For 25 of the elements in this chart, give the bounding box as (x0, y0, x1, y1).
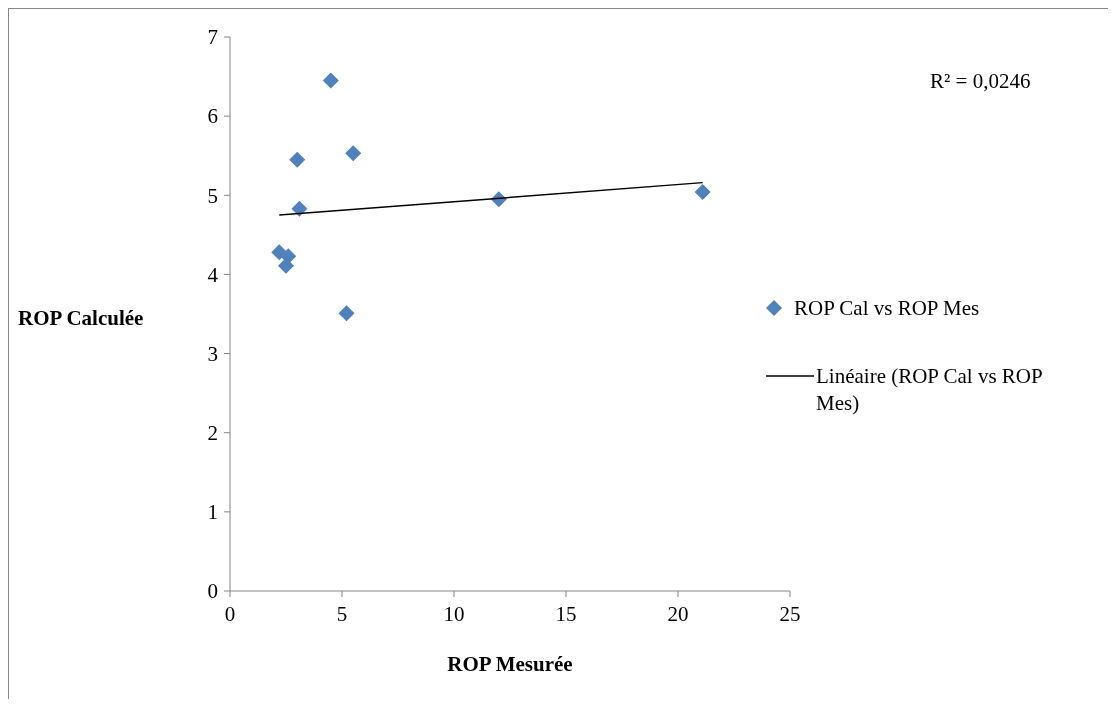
point (322, 72, 339, 89)
x-tick-label: 0 (224, 602, 236, 626)
y-axis-title: ROP Calculée (18, 306, 144, 331)
x-tick-label: 5 (336, 602, 348, 626)
x-tick-label: 15 (555, 602, 577, 626)
legend-label: Linéaire (ROP Cal vs ROP Mes) (816, 364, 1043, 415)
point (338, 305, 355, 322)
y-tick-label: 3 (207, 341, 218, 366)
point (345, 145, 362, 162)
x-tick-label: 20 (667, 602, 689, 626)
point (291, 200, 308, 217)
x-tick-label: 25 (779, 602, 801, 626)
text: R² = 0,0246 (930, 69, 1031, 93)
y-tick-label: 0 (207, 579, 218, 604)
x-axis-title: ROP Mesurée (447, 652, 573, 676)
legend-label: ROP Cal vs ROP Mes (794, 296, 980, 321)
y-tick-label: 4 (207, 262, 219, 287)
y-tick-label: 2 (207, 421, 218, 446)
y-tick-label: 1 (207, 500, 218, 525)
y-tick-label: 5 (207, 183, 218, 208)
point (289, 151, 306, 168)
point (694, 184, 711, 201)
y-tick-label: 7 (207, 25, 218, 50)
y-tick-label: 6 (207, 104, 218, 129)
x-tick-label: 10 (443, 602, 465, 626)
